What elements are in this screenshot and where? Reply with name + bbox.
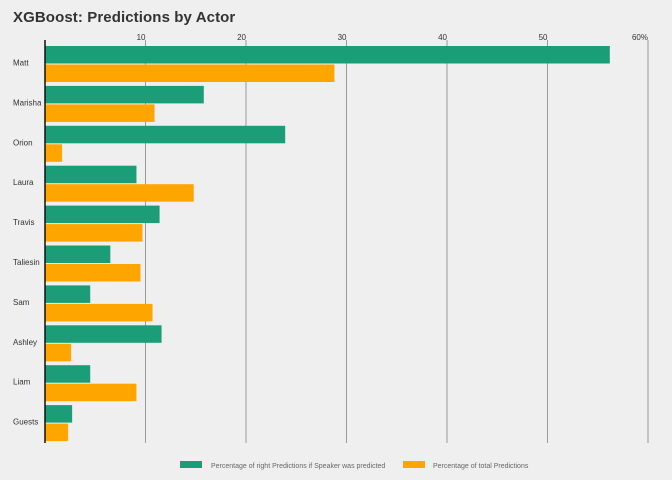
bar-right-predictions — [45, 46, 610, 64]
bar-total-predictions — [45, 264, 141, 282]
bar-total-predictions — [45, 303, 153, 322]
bar-total-predictions — [45, 144, 63, 162]
x-tick-label: 30 — [338, 33, 347, 42]
bar-total-predictions — [45, 64, 335, 82]
category-label: Matt — [13, 59, 29, 68]
bar-total-predictions — [45, 383, 137, 402]
bar-right-predictions — [45, 325, 162, 343]
legend-swatch — [180, 461, 202, 468]
bar-right-predictions — [45, 365, 91, 383]
legend-label: Percentage of total Predictions — [433, 463, 529, 470]
bar-right-predictions — [45, 85, 204, 104]
bar-total-predictions — [45, 224, 143, 242]
x-tick-label: 10 — [137, 33, 146, 42]
bar-right-predictions — [45, 205, 160, 224]
bar-right-predictions — [45, 285, 91, 303]
category-label: Orion — [13, 138, 33, 147]
bar-right-predictions — [45, 245, 111, 263]
x-tick-label: 40 — [438, 33, 447, 42]
bar-right-predictions — [45, 165, 137, 184]
bar-total-predictions — [45, 184, 194, 202]
chart-title: XGBoost: Predictions by Actor — [13, 9, 236, 26]
legend-label: Percentage of right Predictions if Speak… — [211, 463, 385, 470]
bar-total-predictions — [45, 423, 69, 442]
category-label: Laura — [13, 178, 34, 187]
bar-total-predictions — [45, 343, 72, 362]
x-tick-label: 50 — [539, 33, 548, 42]
bar-right-predictions — [45, 405, 73, 423]
category-label: Travis — [13, 218, 34, 227]
x-tick-label: 20 — [237, 33, 246, 42]
category-label: Taliesin — [13, 258, 40, 267]
bar-right-predictions — [45, 125, 286, 144]
category-label: Liam — [13, 378, 31, 387]
bar-total-predictions — [45, 104, 155, 122]
x-tick-label: 60% — [632, 33, 648, 42]
category-label: Ashley — [13, 338, 37, 347]
category-label: Marisha — [13, 98, 42, 107]
legend-swatch — [403, 461, 425, 468]
category-label: Sam — [13, 298, 30, 307]
category-label: Guests — [13, 418, 38, 427]
